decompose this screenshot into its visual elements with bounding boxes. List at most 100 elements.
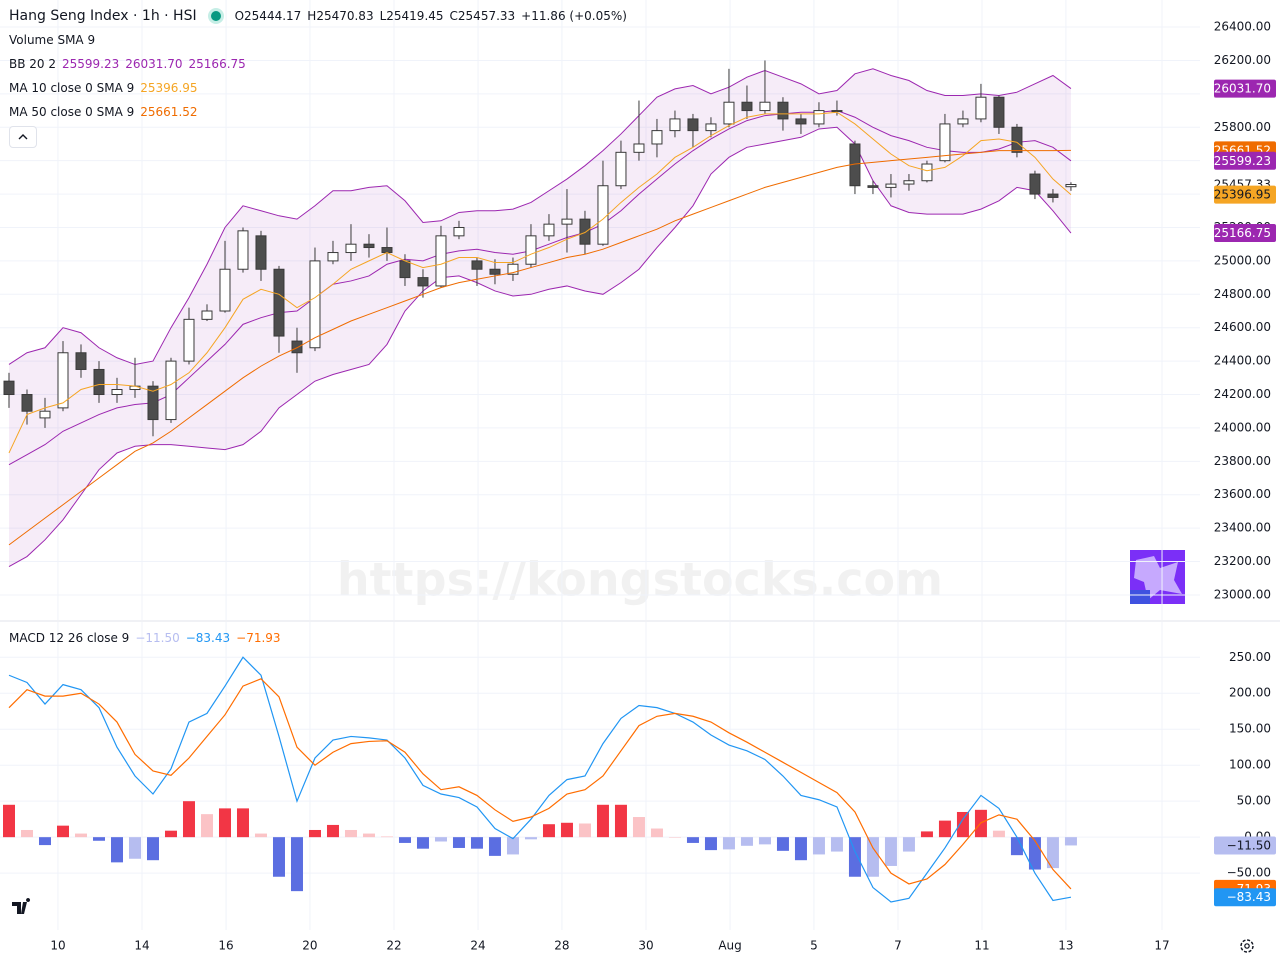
candle-body bbox=[111, 389, 123, 396]
histogram-bar bbox=[794, 837, 807, 861]
candle-body bbox=[633, 143, 645, 153]
histogram-bar bbox=[992, 830, 1005, 838]
histogram-bar bbox=[452, 837, 465, 848]
indicator-name: MA 10 close 0 SMA 9 bbox=[9, 81, 135, 95]
y-tick-label: 25800.00 bbox=[1214, 120, 1271, 134]
candle-body bbox=[93, 368, 105, 396]
histogram-bar bbox=[956, 811, 969, 838]
grid-layer: https://kongstocks.com bbox=[0, 0, 1200, 930]
candle-body bbox=[417, 277, 429, 287]
histogram-bar bbox=[92, 837, 105, 841]
histogram-bar bbox=[1046, 837, 1059, 869]
legend-readout: 25661.52 bbox=[140, 105, 198, 119]
y-tick-label: 23200.00 bbox=[1214, 554, 1271, 568]
price-tag bbox=[1214, 836, 1276, 855]
histogram-bar bbox=[686, 837, 699, 843]
histogram-bar bbox=[596, 804, 609, 838]
histogram-bar bbox=[344, 829, 357, 838]
histogram-bar bbox=[632, 817, 645, 838]
histogram-bar bbox=[740, 837, 753, 846]
candle-body bbox=[759, 101, 771, 112]
legend-readout: O25444.17 bbox=[234, 9, 302, 23]
bollinger-band bbox=[9, 68, 1071, 567]
candle-body bbox=[1065, 184, 1077, 188]
histogram-bar bbox=[146, 837, 159, 861]
gear-hub bbox=[1244, 943, 1250, 949]
candle-body bbox=[903, 180, 915, 185]
legend-readout: H25470.83 bbox=[307, 9, 374, 23]
candle-body bbox=[795, 118, 807, 125]
candle-body bbox=[39, 410, 51, 419]
x-tick-label: 30 bbox=[638, 939, 653, 953]
indicator-name: Volume SMA 9 bbox=[9, 33, 96, 47]
collapse-button[interactable] bbox=[9, 126, 37, 148]
legend-readout: C25457.33 bbox=[449, 9, 516, 23]
candle-body bbox=[489, 268, 501, 275]
histogram-bar bbox=[326, 824, 339, 838]
x-tick-label: 28 bbox=[554, 939, 569, 953]
area-layer bbox=[8, 68, 1072, 567]
x-tick-label: 14 bbox=[134, 939, 149, 953]
indicator-row: MA 50 close 0 SMA 9 25661.52 bbox=[9, 104, 198, 120]
histogram-bar bbox=[434, 837, 447, 842]
y-tick-label: 50.00 bbox=[1237, 794, 1271, 808]
histogram-bar bbox=[272, 837, 285, 877]
candle-body bbox=[885, 183, 897, 188]
moving-average bbox=[8, 111, 1072, 454]
candle-body bbox=[219, 268, 231, 312]
candle-body bbox=[615, 151, 627, 187]
price-tag bbox=[1214, 151, 1276, 170]
bollinger-upper bbox=[8, 68, 1072, 365]
histogram-bar bbox=[218, 808, 231, 838]
histogram-bar bbox=[776, 837, 789, 851]
legend-readout: +11.86 (+0.05%) bbox=[521, 9, 627, 23]
y-tick-label: 24200.00 bbox=[1214, 387, 1271, 401]
y-tick-label: 23000.00 bbox=[1214, 587, 1271, 601]
price-tag-label: 25166.75 bbox=[1214, 226, 1271, 240]
histogram-bar bbox=[902, 837, 915, 852]
gear-icon bbox=[1240, 939, 1254, 953]
settings-button[interactable] bbox=[1240, 939, 1254, 953]
histogram-bar bbox=[416, 837, 429, 849]
title-row: Hang Seng Index · 1h · HSI O25444.17 H25… bbox=[9, 8, 627, 24]
x-tick-label: 11 bbox=[974, 939, 989, 953]
candle-body bbox=[345, 243, 357, 254]
histogram-bar bbox=[866, 837, 879, 877]
histogram-bar bbox=[254, 833, 267, 838]
candle-body bbox=[327, 252, 339, 262]
candle-body bbox=[1047, 193, 1059, 198]
candle-body bbox=[57, 352, 69, 409]
histogram-bar bbox=[524, 837, 537, 840]
y-tick-label: 24400.00 bbox=[1214, 354, 1271, 368]
y-tick-label: 25000.00 bbox=[1214, 253, 1271, 267]
y-tick-label: 23600.00 bbox=[1214, 487, 1271, 501]
x-tick-label: 7 bbox=[894, 939, 902, 953]
candle-body bbox=[579, 218, 591, 245]
candle-body bbox=[975, 96, 987, 120]
y-tick-label: 150.00 bbox=[1229, 722, 1271, 736]
moving-average bbox=[8, 149, 1071, 546]
histogram-bar bbox=[110, 837, 123, 863]
legend-readout: 25599.23 bbox=[62, 57, 120, 71]
indicator-row: MA 10 close 0 SMA 9 25396.95 bbox=[9, 80, 198, 96]
x-tick-label: 22 bbox=[386, 939, 401, 953]
candle-body bbox=[147, 385, 159, 421]
histogram-bar bbox=[290, 837, 303, 892]
candle-body bbox=[435, 235, 447, 287]
indicator-row: Volume SMA 9 bbox=[9, 32, 95, 48]
candle-body bbox=[453, 226, 465, 237]
legend-readout: −11.50 bbox=[135, 631, 180, 645]
candle-body bbox=[291, 340, 303, 354]
price-tag bbox=[1214, 224, 1276, 243]
candle-body bbox=[921, 163, 933, 182]
bollinger-lower bbox=[8, 126, 1072, 567]
tradingview-logo bbox=[12, 898, 31, 914]
candle-body bbox=[939, 123, 951, 162]
x-tick-label: 13 bbox=[1058, 939, 1073, 953]
x-tick-label: 17 bbox=[1154, 939, 1169, 953]
tags-layer: 26031.7025661.5225599.2325457.3325396.95… bbox=[1214, 79, 1276, 907]
candle-body bbox=[741, 101, 753, 112]
candle-body bbox=[561, 218, 573, 225]
histogram-bar bbox=[650, 828, 663, 838]
